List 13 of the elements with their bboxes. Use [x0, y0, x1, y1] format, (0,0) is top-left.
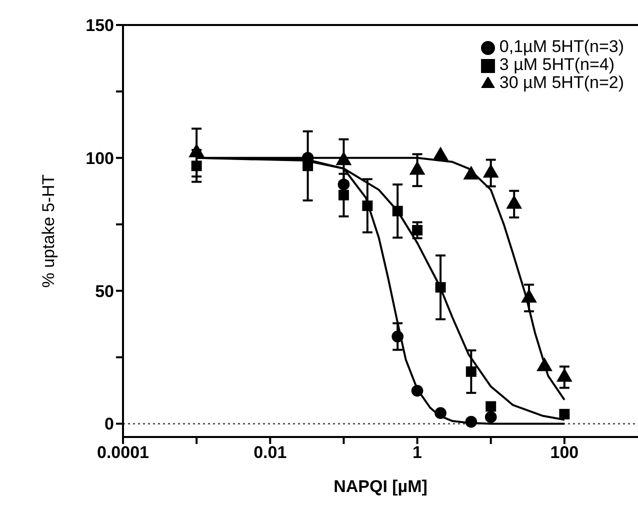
x-tick-label: 100	[550, 443, 579, 462]
y-tick-label: 50	[95, 282, 114, 301]
legend-label: 3 µM 5HT(n=4)	[499, 55, 615, 74]
x-axis-title: NAPQI [µM]	[334, 477, 428, 496]
x-tick-label: 0.0001	[97, 443, 149, 462]
y-tick-label: 100	[86, 148, 114, 168]
y-tick-label: 0	[104, 414, 114, 434]
x-tick-label: 1	[412, 443, 422, 462]
legend-label: 0,1µM 5HT(n=3)	[499, 37, 624, 56]
legend-label: 30 µM 5HT(n=2)	[499, 73, 624, 92]
y-axis-title: % uptake 5-HT	[39, 174, 58, 288]
x-tick-label: 0.01	[254, 443, 287, 462]
y-tick-label: 150	[86, 16, 114, 36]
